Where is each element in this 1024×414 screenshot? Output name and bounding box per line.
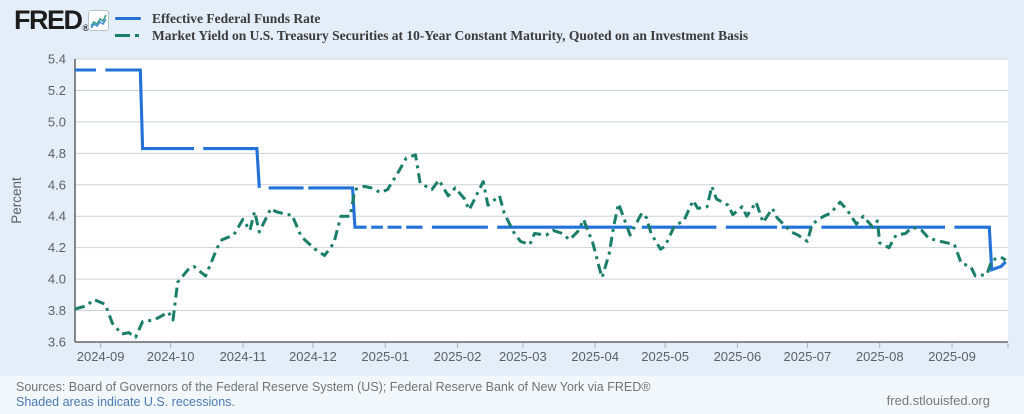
legend-label-treasury-10y[interactable]: Market Yield on U.S. Treasury Securities… [152, 27, 749, 43]
legend-marker-treasury-10y [115, 33, 145, 38]
svg-text:4.2: 4.2 [48, 240, 66, 255]
svg-text:2025-05: 2025-05 [641, 349, 689, 364]
svg-text:2025-09: 2025-09 [928, 349, 976, 364]
legend-item-effr: Effective Federal Funds Rate [115, 10, 748, 27]
svg-text:4.0: 4.0 [48, 272, 66, 287]
svg-text:4.4: 4.4 [48, 209, 66, 224]
sources-text: Sources: Board of Governors of the Feder… [16, 380, 651, 394]
y-axis-labels: 5.4 5.2 5.0 4.8 4.6 4.4 4.2 4.0 3.8 3.6 [48, 52, 66, 350]
svg-text:2025-03: 2025-03 [499, 349, 547, 364]
fred-logo-text: FRED [14, 5, 83, 35]
y-axis-title: Percent [9, 177, 24, 224]
legend-item-treasury-10y: Market Yield on U.S. Treasury Securities… [115, 27, 748, 44]
svg-text:2025-06: 2025-06 [714, 349, 762, 364]
plot-area[interactable] [75, 59, 1008, 342]
svg-text:2025-02: 2025-02 [434, 349, 482, 364]
legend-marker-effr [115, 16, 145, 21]
x-axis-labels: 2024-09 2024-10 2024-11 2024-12 2025-01 2025-… [77, 349, 976, 364]
registered-mark: ® [82, 23, 90, 33]
svg-text:5.0: 5.0 [48, 114, 66, 129]
svg-text:2025-07: 2025-07 [784, 349, 832, 364]
svg-text:5.2: 5.2 [48, 83, 66, 98]
legend-label-effr[interactable]: Effective Federal Funds Rate [152, 10, 321, 26]
legend: Effective Federal Funds Rate Market Yiel… [115, 10, 748, 44]
svg-text:4.6: 4.6 [48, 177, 66, 192]
svg-text:2025-01: 2025-01 [361, 349, 409, 364]
svg-text:2025-04: 2025-04 [571, 349, 619, 364]
line-chart-icon [88, 10, 109, 31]
svg-text:3.6: 3.6 [48, 335, 66, 350]
svg-text:2024-09: 2024-09 [77, 349, 125, 364]
treasury-10y-line [74, 153, 1007, 339]
fred-site-link[interactable]: fred.stlouisfed.org [886, 393, 990, 408]
svg-text:2024-10: 2024-10 [147, 349, 195, 364]
effr-line [75, 68, 1007, 272]
recessions-note-link[interactable]: Shaded areas indicate U.S. recessions. [16, 395, 235, 409]
svg-text:2024-12: 2024-12 [289, 349, 337, 364]
x-axis-ticks [100, 343, 1009, 348]
chart-footer: Sources: Board of Governors of the Feder… [0, 376, 1024, 414]
fred-logo[interactable]: FRED® [14, 5, 90, 36]
svg-text:5.4: 5.4 [48, 52, 66, 67]
svg-text:4.8: 4.8 [48, 146, 66, 161]
svg-text:2025-08: 2025-08 [856, 349, 904, 364]
svg-text:3.8: 3.8 [48, 303, 66, 318]
svg-text:2024-11: 2024-11 [220, 349, 267, 364]
